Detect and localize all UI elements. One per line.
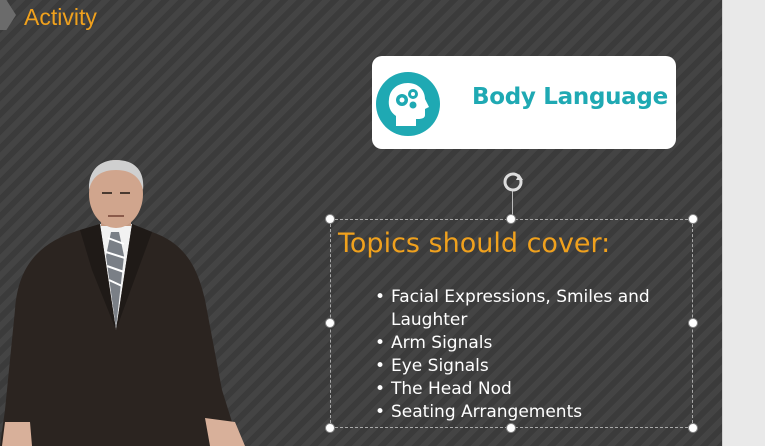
resize-handle-top-left[interactable] (325, 214, 335, 224)
bullet-icon: • (375, 356, 386, 376)
resize-handle-bottom-right[interactable] (688, 423, 698, 433)
body-language-label: Body Language (472, 84, 668, 110)
slide-corner-tab (0, 0, 16, 30)
rotate-handle-icon[interactable] (499, 168, 527, 196)
rotation-line (512, 190, 513, 218)
resize-handle-right[interactable] (688, 318, 698, 328)
topics-heading: Topics should cover: (338, 228, 611, 259)
resize-handle-top-right[interactable] (688, 214, 698, 224)
list-item: • Facial Expressions, Smiles and Laughter (375, 286, 675, 332)
bullet-icon: • (375, 379, 386, 399)
resize-handle-left[interactable] (325, 318, 335, 328)
topic-text: The Head Nod (391, 379, 512, 399)
topics-list: • Facial Expressions, Smiles and Laughter… (375, 286, 675, 424)
list-item: • The Head Nod (375, 378, 675, 401)
resize-handle-bottom[interactable] (506, 423, 516, 433)
side-panel (722, 0, 765, 446)
bullet-icon: • (375, 287, 386, 307)
bullet-icon: • (375, 402, 386, 422)
list-item: • Arm Signals (375, 332, 675, 355)
resize-handle-top[interactable] (506, 214, 516, 224)
topic-text: Eye Signals (391, 356, 489, 376)
topic-text: Seating Arrangements (391, 402, 583, 422)
bullet-icon: • (375, 333, 386, 353)
topic-text: Arm Signals (391, 333, 493, 353)
slide-canvas[interactable]: Activity Body Language Topics should cov… (0, 0, 722, 446)
slide-title[interactable]: Activity (24, 4, 97, 30)
topic-text: Facial Expressions, Smiles and Laughter (391, 287, 650, 330)
resize-handle-bottom-left[interactable] (325, 423, 335, 433)
list-item: • Eye Signals (375, 355, 675, 378)
businessman-photo[interactable] (0, 160, 250, 446)
body-language-card[interactable]: Body Language (372, 56, 676, 149)
list-item: • Seating Arrangements (375, 401, 675, 424)
head-gears-icon (376, 72, 440, 136)
